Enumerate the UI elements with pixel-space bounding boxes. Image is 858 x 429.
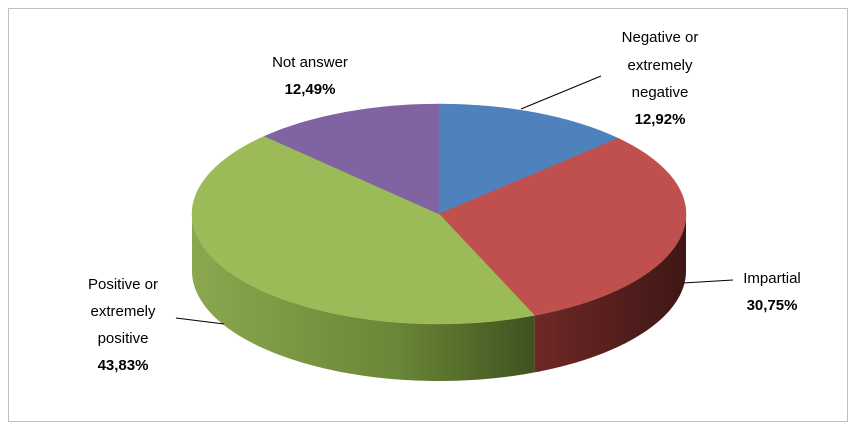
- slice-value-not-answer: 12,49%: [285, 81, 336, 98]
- slice-label-positive: Positive or extremely positive 43,83%: [88, 276, 158, 374]
- pie-slice-not-answer: [263, 103, 440, 215]
- slice-label-negative-line1: Negative or: [622, 29, 699, 46]
- slice-label-not-answer: Not answer 12,49%: [272, 54, 348, 98]
- pie-side-impartial: [534, 214, 686, 373]
- slice-label-positive-line2: extremely: [90, 303, 156, 320]
- pie-side-positive: [192, 214, 535, 381]
- slice-label-not-answer-line1: Not answer: [272, 54, 348, 71]
- leader-line-negative: [520, 75, 602, 110]
- slice-value-impartial: 30,75%: [747, 297, 798, 314]
- slice-label-impartial: Impartial 30,75%: [743, 270, 801, 314]
- slice-label-positive-line1: Positive or: [88, 276, 158, 293]
- slice-label-positive-line3: positive: [98, 330, 149, 347]
- slice-value-positive: 43,83%: [98, 357, 149, 374]
- slice-label-impartial-line1: Impartial: [743, 270, 801, 287]
- slice-label-negative-line2: extremely: [627, 57, 693, 74]
- pie-slice-negative: [438, 103, 619, 215]
- slice-label-negative-line3: negative: [632, 84, 689, 101]
- slice-value-negative: 12,92%: [635, 111, 686, 128]
- leader-line-positive: [175, 317, 225, 325]
- slice-label-negative: Negative or extremely negative 12,92%: [622, 29, 699, 128]
- leader-line-impartial: [682, 279, 734, 284]
- pie-slice-impartial: [438, 138, 687, 316]
- pie-slice-positive: [191, 135, 536, 325]
